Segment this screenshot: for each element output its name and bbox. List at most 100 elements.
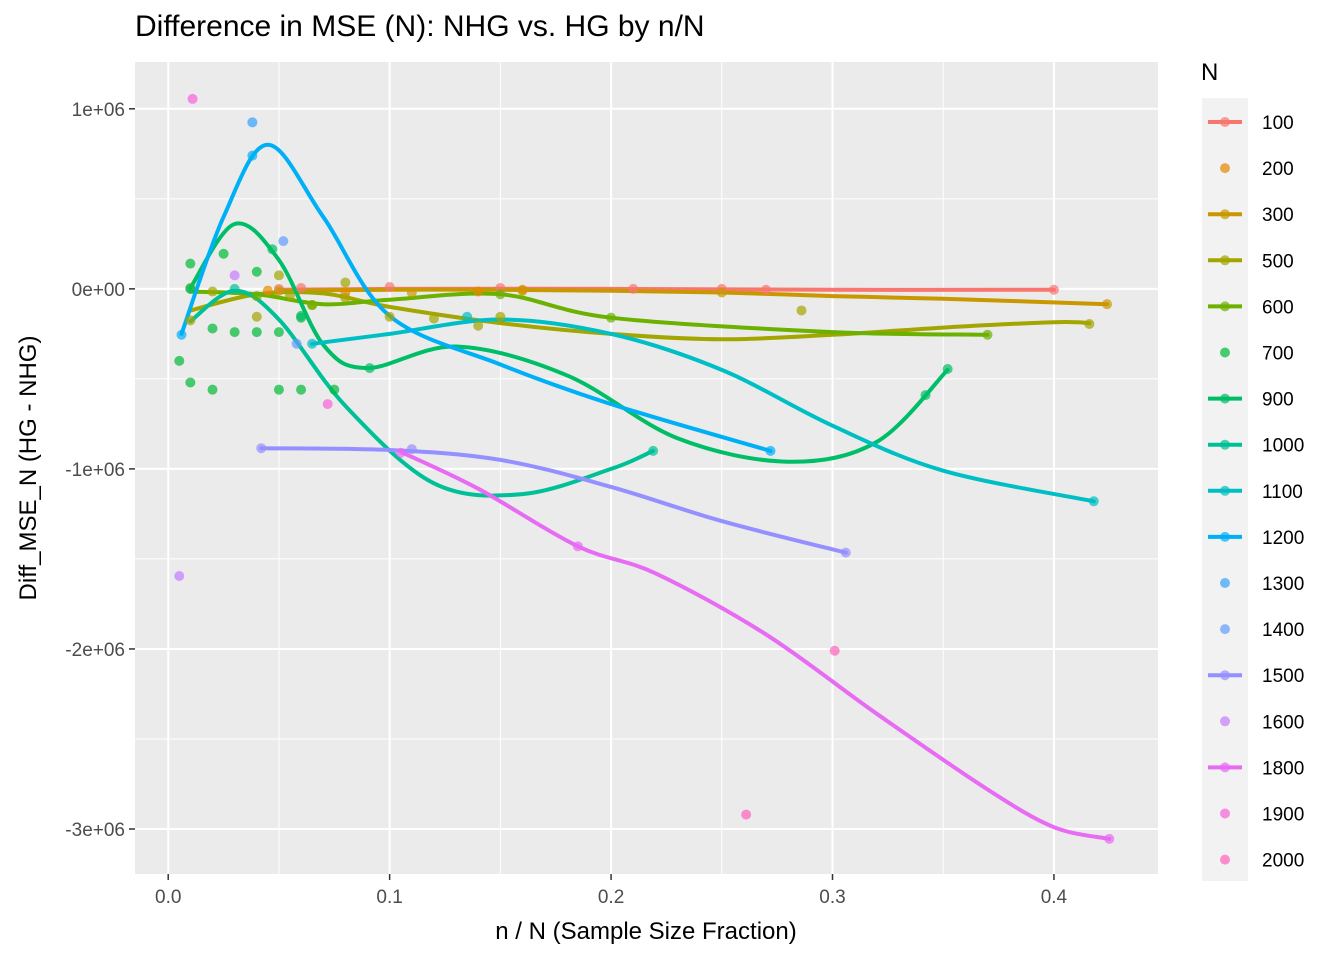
legend-key-point-N900 xyxy=(1220,393,1230,404)
curve-N1100 xyxy=(310,317,1096,504)
point-N500 xyxy=(340,277,351,288)
point-N700 xyxy=(218,248,229,259)
legend-key-point-N1500 xyxy=(1220,670,1230,681)
curve-N1800 xyxy=(398,449,1112,841)
legend-label-N1800: 1800 xyxy=(1262,758,1304,779)
series-curves xyxy=(179,142,1112,841)
point-N600 xyxy=(307,300,318,311)
y-tick-label: 0e+00 xyxy=(72,280,125,301)
point-N700 xyxy=(296,384,307,395)
point-N1100 xyxy=(307,338,318,349)
point-N500 xyxy=(185,315,196,326)
point-N1400 xyxy=(278,236,289,247)
point-N600 xyxy=(495,289,506,300)
legend-key-point-N1600 xyxy=(1220,716,1230,727)
point-N500 xyxy=(428,313,439,324)
point-N500 xyxy=(1084,318,1095,329)
point-N700 xyxy=(251,327,262,338)
x-tick-label: 0.2 xyxy=(598,887,624,908)
point-N500 xyxy=(473,320,484,331)
point-N100 xyxy=(296,282,307,293)
point-N200 xyxy=(473,286,484,297)
point-N300 xyxy=(517,285,528,296)
legend-label-N300: 300 xyxy=(1262,205,1294,226)
x-tick-label: 0.4 xyxy=(1041,887,1068,908)
point-N1500 xyxy=(840,547,851,558)
x-axis-title: n / N (Sample Size Fraction) xyxy=(495,918,796,945)
legend-key-point-N100 xyxy=(1220,117,1230,127)
point-N900 xyxy=(942,363,953,374)
point-N700 xyxy=(207,384,218,395)
y-tick-labels: -3e+06 -2e+06 -1e+06 0e+00 1e+06 xyxy=(65,100,125,841)
series-points xyxy=(174,93,1115,844)
legend-key-point-N300 xyxy=(1220,209,1230,220)
point-N500 xyxy=(384,311,395,322)
x-tick-label: 0.0 xyxy=(155,887,181,908)
point-N300 xyxy=(273,285,284,296)
point-N700 xyxy=(329,384,340,395)
legend-key-point-N1300 xyxy=(1220,578,1230,588)
point-N500 xyxy=(285,290,295,301)
point-N500 xyxy=(495,311,506,322)
y-axis-title: Diff_MSE_N (HG - NHG) xyxy=(15,336,42,601)
point-N300 xyxy=(1102,299,1113,310)
point-N700 xyxy=(251,266,262,277)
point-N100 xyxy=(384,282,395,293)
point-N1000 xyxy=(648,445,659,456)
x-tick-label: 0.1 xyxy=(376,887,402,908)
legend-key-point-N1100 xyxy=(1220,485,1230,496)
x-tick-labels: 0.0 0.1 0.2 0.3 0.4 xyxy=(155,887,1068,908)
point-N500 xyxy=(207,286,218,297)
point-N600 xyxy=(251,291,262,302)
point-N200 xyxy=(262,285,273,296)
point-N900 xyxy=(267,244,278,255)
point-N1300 xyxy=(247,117,258,128)
legend-label-N1300: 1300 xyxy=(1262,574,1304,595)
legend-key-point-N1900 xyxy=(1220,808,1230,819)
point-N900 xyxy=(185,283,196,294)
point-N1800 xyxy=(1104,833,1115,844)
legend-label-N500: 500 xyxy=(1262,251,1294,272)
point-N1500 xyxy=(406,444,417,455)
legend-label-N1500: 1500 xyxy=(1262,666,1304,687)
point-N2000 xyxy=(741,809,752,820)
legend-key-point-N1800 xyxy=(1220,762,1230,773)
legend-key-point-N700 xyxy=(1220,347,1230,358)
point-N1200 xyxy=(176,329,187,340)
point-N1800 xyxy=(572,541,583,552)
point-N1500 xyxy=(256,443,267,454)
curve-N1000 xyxy=(188,288,656,498)
legend-key-point-N600 xyxy=(1220,301,1230,312)
point-N600 xyxy=(982,329,993,340)
legend-label-N2000: 2000 xyxy=(1262,851,1304,872)
point-N700 xyxy=(273,327,284,338)
legend-title: N xyxy=(1201,59,1218,86)
axis-ticks xyxy=(129,108,1055,880)
point-N100 xyxy=(761,284,772,295)
legend-label-N1100: 1100 xyxy=(1262,482,1303,503)
point-N700 xyxy=(229,327,240,338)
y-tick-label: 1e+06 xyxy=(72,100,125,121)
legend-label-N1200: 1200 xyxy=(1262,528,1304,549)
point-N900 xyxy=(920,390,931,401)
legend-label-N900: 900 xyxy=(1262,390,1294,411)
point-N500 xyxy=(796,305,807,316)
point-N1600 xyxy=(229,270,240,281)
y-tick-label: -1e+06 xyxy=(65,460,125,481)
point-N900 xyxy=(296,310,307,321)
point-N700 xyxy=(185,258,196,269)
point-N500 xyxy=(273,270,284,281)
point-N300 xyxy=(716,287,727,298)
point-N1200 xyxy=(765,445,776,456)
point-N700 xyxy=(174,355,185,366)
legend-label-N1000: 1000 xyxy=(1262,436,1304,457)
curve-N1200 xyxy=(179,142,773,453)
point-N1900 xyxy=(322,399,333,410)
point-N100 xyxy=(628,283,639,294)
y-tick-label: -2e+06 xyxy=(65,640,125,661)
point-N900 xyxy=(364,363,375,374)
curve-N1500 xyxy=(259,446,848,555)
point-N700 xyxy=(207,323,218,334)
legend-label-N700: 700 xyxy=(1262,344,1294,365)
